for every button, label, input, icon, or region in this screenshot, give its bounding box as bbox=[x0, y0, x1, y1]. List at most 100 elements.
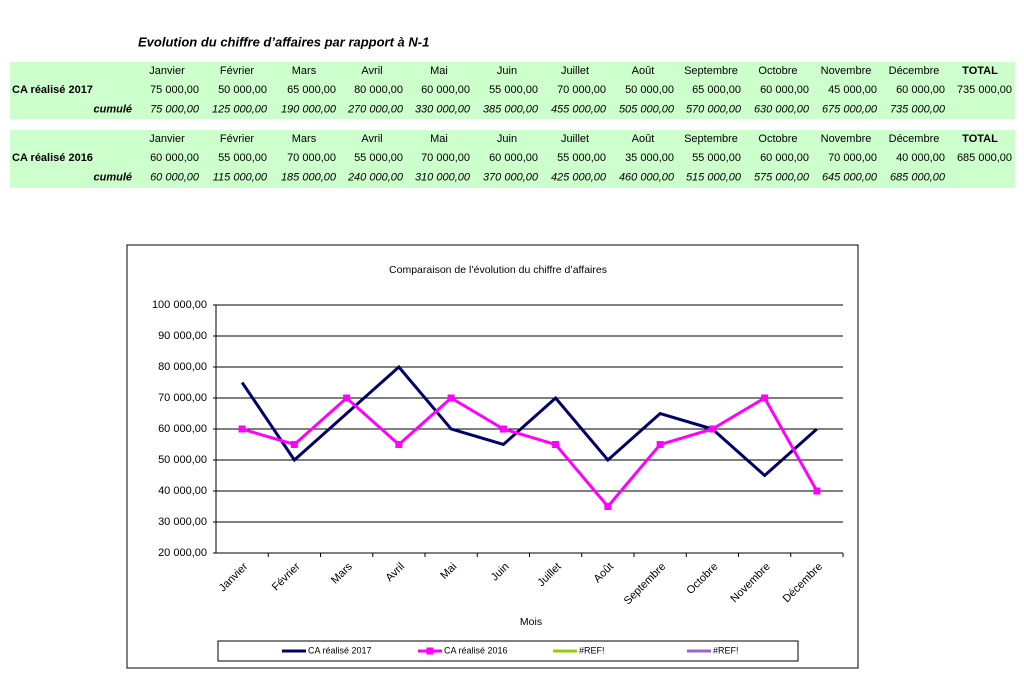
cell: 115 000,00 bbox=[213, 171, 268, 183]
column-header: Septembre bbox=[684, 133, 738, 145]
point-marker bbox=[238, 425, 246, 433]
column-header: Mai bbox=[430, 133, 448, 145]
column-header: Juillet bbox=[561, 65, 589, 77]
sheet-title: Evolution du chiffre d’affaires par rapp… bbox=[138, 34, 429, 49]
cell: 60 000,00 bbox=[760, 152, 809, 164]
column-header: Février bbox=[220, 65, 255, 77]
cell: 425 000,00 bbox=[551, 171, 607, 183]
legend bbox=[217, 640, 799, 662]
cell: 45 000,00 bbox=[828, 84, 877, 96]
cell: 630 000,00 bbox=[754, 103, 810, 115]
cell: 70 000,00 bbox=[828, 152, 877, 164]
point-marker bbox=[290, 441, 298, 448]
column-header: Juin bbox=[497, 133, 517, 145]
row-label: cumulé bbox=[93, 171, 132, 183]
cell: 455 000,00 bbox=[551, 103, 607, 115]
cell: 310 000,00 bbox=[415, 171, 471, 183]
cell: 570 000,00 bbox=[686, 103, 742, 115]
column-header: Mars bbox=[292, 65, 317, 77]
cell: 60 000,00 bbox=[421, 84, 470, 96]
cell: 370 000,00 bbox=[483, 171, 539, 183]
cell: 55 000,00 bbox=[557, 152, 606, 164]
column-header: Avril bbox=[361, 65, 382, 77]
cell: 65 000,00 bbox=[692, 84, 741, 96]
column-header: Octobre bbox=[758, 133, 797, 145]
y-tick-label: 90 000,00 bbox=[158, 330, 207, 342]
cell: 80 000,00 bbox=[354, 84, 403, 96]
cell: 185 000,00 bbox=[281, 171, 337, 183]
cell: 55 000,00 bbox=[354, 152, 403, 164]
y-tick-label: 100 000,00 bbox=[152, 299, 207, 311]
point-marker bbox=[343, 394, 351, 402]
column-header: Mars bbox=[292, 133, 317, 145]
point-marker bbox=[552, 441, 560, 448]
column-header: Avril bbox=[361, 133, 382, 145]
cell: 35 000,00 bbox=[625, 152, 674, 164]
legend-label: #REF! bbox=[579, 645, 605, 655]
cell: 575 000,00 bbox=[754, 171, 810, 183]
y-tick-label: 50 000,00 bbox=[158, 454, 207, 466]
column-header: TOTAL bbox=[962, 65, 998, 77]
point-marker bbox=[761, 394, 769, 402]
cell: 685 000,00 bbox=[957, 152, 1012, 164]
point-marker bbox=[656, 441, 664, 448]
y-tick-label: 80 000,00 bbox=[158, 361, 207, 373]
cell: 70 000,00 bbox=[287, 152, 336, 164]
cell: 735 000,00 bbox=[890, 103, 946, 115]
cell: 55 000,00 bbox=[218, 152, 267, 164]
cell: 735 000,00 bbox=[957, 84, 1012, 96]
row-label: CA réalisé 2016 bbox=[12, 152, 93, 164]
legend-marker bbox=[426, 647, 434, 655]
table-band bbox=[10, 62, 1015, 119]
y-tick-label: 40 000,00 bbox=[158, 485, 207, 497]
row-label: cumulé bbox=[93, 103, 132, 115]
column-header: Novembre bbox=[821, 133, 872, 145]
x-axis-title: Mois bbox=[520, 616, 542, 628]
point-marker bbox=[604, 503, 612, 510]
column-header: Août bbox=[632, 65, 655, 77]
column-header: Juillet bbox=[561, 133, 589, 145]
point-marker bbox=[813, 487, 821, 495]
chart-title: Comparaison de l’évolution du chiffre d’… bbox=[389, 264, 607, 276]
cell: 675 000,00 bbox=[822, 103, 878, 115]
y-tick-label: 60 000,00 bbox=[158, 423, 207, 435]
cell: 240 000,00 bbox=[347, 171, 404, 183]
legend-label: #REF! bbox=[713, 645, 739, 655]
cell: 685 000,00 bbox=[890, 171, 946, 183]
y-tick-label: 20 000,00 bbox=[158, 547, 207, 559]
cell: 60 000,00 bbox=[150, 171, 200, 183]
cell: 515 000,00 bbox=[686, 171, 742, 183]
column-header: Mai bbox=[430, 65, 448, 77]
cell: 65 000,00 bbox=[287, 84, 336, 96]
y-tick-label: 70 000,00 bbox=[158, 392, 207, 404]
point-marker bbox=[447, 394, 455, 402]
cell: 40 000,00 bbox=[896, 152, 945, 164]
legend-label: CA réalisé 2017 bbox=[308, 645, 372, 655]
cell: 125 000,00 bbox=[212, 103, 268, 115]
point-marker bbox=[395, 441, 403, 448]
cell: 505 000,00 bbox=[619, 103, 675, 115]
cell: 385 000,00 bbox=[483, 103, 539, 115]
row-label: CA réalisé 2017 bbox=[12, 84, 93, 96]
point-marker bbox=[708, 425, 716, 433]
column-header: Décembre bbox=[889, 65, 940, 77]
column-header: Janvier bbox=[149, 133, 185, 145]
column-header: Novembre bbox=[821, 65, 872, 77]
cell: 60 000,00 bbox=[489, 152, 538, 164]
table-band bbox=[10, 130, 1015, 188]
cell: 460 000,00 bbox=[619, 171, 675, 183]
series-line bbox=[240, 364, 818, 478]
cell: 60 000,00 bbox=[150, 152, 199, 164]
cell: 70 000,00 bbox=[421, 152, 470, 164]
cell: 55 000,00 bbox=[692, 152, 741, 164]
cell: 190 000,00 bbox=[281, 103, 337, 115]
cell: 60 000,00 bbox=[760, 84, 809, 96]
series-line bbox=[241, 395, 819, 509]
column-header: Janvier bbox=[149, 65, 185, 77]
cell: 50 000,00 bbox=[218, 84, 267, 96]
column-header: Octobre bbox=[758, 65, 797, 77]
chart-frame bbox=[126, 244, 859, 669]
cell: 50 000,00 bbox=[625, 84, 674, 96]
y-tick-label: 30 000,00 bbox=[158, 516, 207, 528]
